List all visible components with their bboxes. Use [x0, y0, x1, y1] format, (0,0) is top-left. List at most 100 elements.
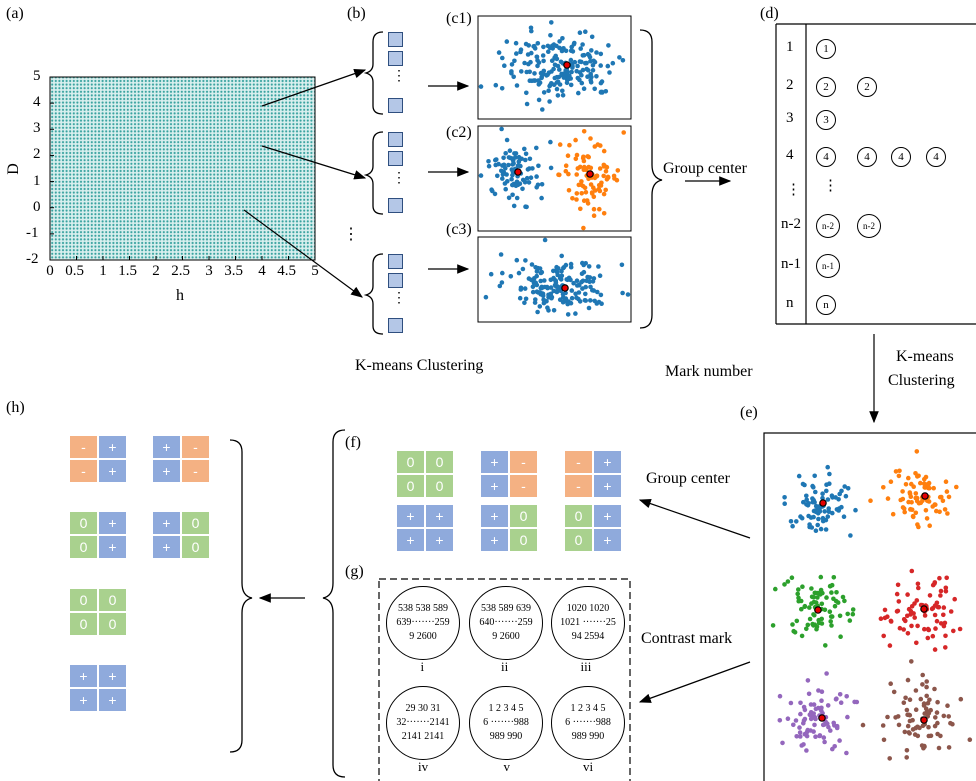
vertical-ellipsis: ⋮ — [392, 171, 406, 186]
e-point-orange — [934, 508, 939, 514]
e-point-red — [932, 612, 938, 618]
e-point-blue — [798, 514, 803, 519]
e-point-brown — [935, 699, 940, 705]
e-point-red — [888, 619, 894, 624]
e-point-red — [916, 585, 921, 591]
caption-contrast-mark: Contrast mark — [641, 630, 733, 647]
e-point-purple — [808, 716, 814, 722]
e-point-purple — [819, 705, 824, 711]
e-point-red — [912, 615, 917, 620]
e-point-orange — [945, 511, 950, 516]
c1-point — [585, 74, 590, 79]
e-point-red — [944, 575, 949, 581]
c2-point-blue — [539, 195, 544, 201]
c3-point — [583, 291, 588, 297]
c2-point-orange — [579, 179, 584, 184]
c3-point — [517, 295, 523, 301]
sign-cell: 0 — [99, 613, 126, 635]
e-point-red — [937, 575, 942, 581]
e-point-red — [878, 616, 884, 621]
c1-point — [587, 54, 593, 60]
c3-point — [529, 277, 534, 283]
c2-scatter — [478, 126, 626, 231]
e-point-orange — [906, 475, 911, 481]
x-tick-label: 5 — [311, 263, 319, 279]
c2-point-orange — [582, 164, 587, 170]
feature-square — [388, 98, 403, 113]
c2-point-blue — [522, 179, 528, 185]
e-point-red — [882, 615, 888, 621]
mark-circle: 4 — [891, 147, 911, 167]
c3-point — [539, 269, 545, 275]
e-point-green — [829, 590, 834, 595]
c3-point — [587, 279, 592, 285]
c1-point — [560, 36, 565, 41]
e-point-red — [894, 609, 900, 614]
e-point-green — [809, 586, 814, 591]
axis-label-d: D — [4, 163, 22, 175]
caption-kmeans-line2: Clustering — [888, 372, 955, 389]
c2-point-blue — [525, 167, 531, 172]
c2-point-orange — [581, 129, 587, 134]
e-point-red — [905, 631, 911, 636]
h-tile: - + - + — [70, 436, 126, 482]
e-point-red — [915, 581, 921, 587]
c1-point — [559, 48, 565, 54]
c3-point — [537, 266, 543, 271]
e-point-brown — [904, 755, 909, 760]
e-point-green — [800, 584, 805, 589]
c2-point-orange — [604, 177, 610, 182]
c3-point — [573, 291, 578, 297]
c1-point — [594, 74, 599, 79]
c2-point-orange — [573, 137, 578, 143]
sign-cell: 0 — [182, 512, 209, 534]
x-tick-label: 1.5 — [118, 263, 137, 279]
e-point-brown — [946, 745, 952, 750]
e-point-red — [894, 591, 900, 597]
c2-point-orange — [597, 206, 602, 212]
e-point-blue — [818, 526, 824, 532]
c2-point-blue — [492, 191, 498, 197]
c1-point — [546, 49, 551, 54]
c3-point — [561, 299, 567, 304]
e-point-purple — [802, 716, 808, 722]
c2-point-blue — [478, 173, 484, 178]
e-point-orange — [922, 476, 927, 482]
c1-point — [589, 48, 594, 53]
cluster-center — [819, 715, 825, 721]
c1-point — [524, 69, 529, 75]
e-scatter — [770, 449, 973, 761]
sign-cell: + — [397, 529, 424, 551]
c2-point-blue — [506, 195, 512, 201]
e-point-purple — [780, 740, 785, 746]
c1-point — [560, 88, 565, 94]
circle-roman-label: i — [420, 659, 425, 674]
e-point-purple — [813, 706, 819, 712]
c1-point — [578, 46, 583, 51]
c1-point — [538, 70, 544, 76]
e-point-purple — [833, 697, 839, 702]
c2-point-blue — [504, 137, 510, 143]
c1-point — [594, 50, 599, 55]
cluster-center — [820, 500, 826, 506]
c3-point — [500, 270, 505, 276]
h-tile: 0 +0 + — [70, 512, 126, 558]
c2-point-orange — [621, 130, 626, 135]
c1-point — [561, 75, 567, 80]
e-point-blue — [824, 488, 829, 494]
e-point-orange — [897, 468, 902, 474]
e-point-red — [909, 568, 915, 574]
c1-point — [541, 44, 546, 50]
sign-cell: 0 — [182, 536, 209, 558]
e-point-purple — [801, 742, 806, 747]
e-point-red — [909, 604, 915, 609]
c1-point — [526, 43, 531, 48]
e-point-blue — [807, 522, 812, 527]
e-point-green — [850, 611, 856, 617]
c3-point — [522, 286, 528, 291]
c3-point — [508, 274, 514, 279]
e-point-brown — [934, 710, 940, 715]
panel-label-d: (d) — [760, 5, 779, 22]
c2-point-blue — [522, 146, 527, 152]
